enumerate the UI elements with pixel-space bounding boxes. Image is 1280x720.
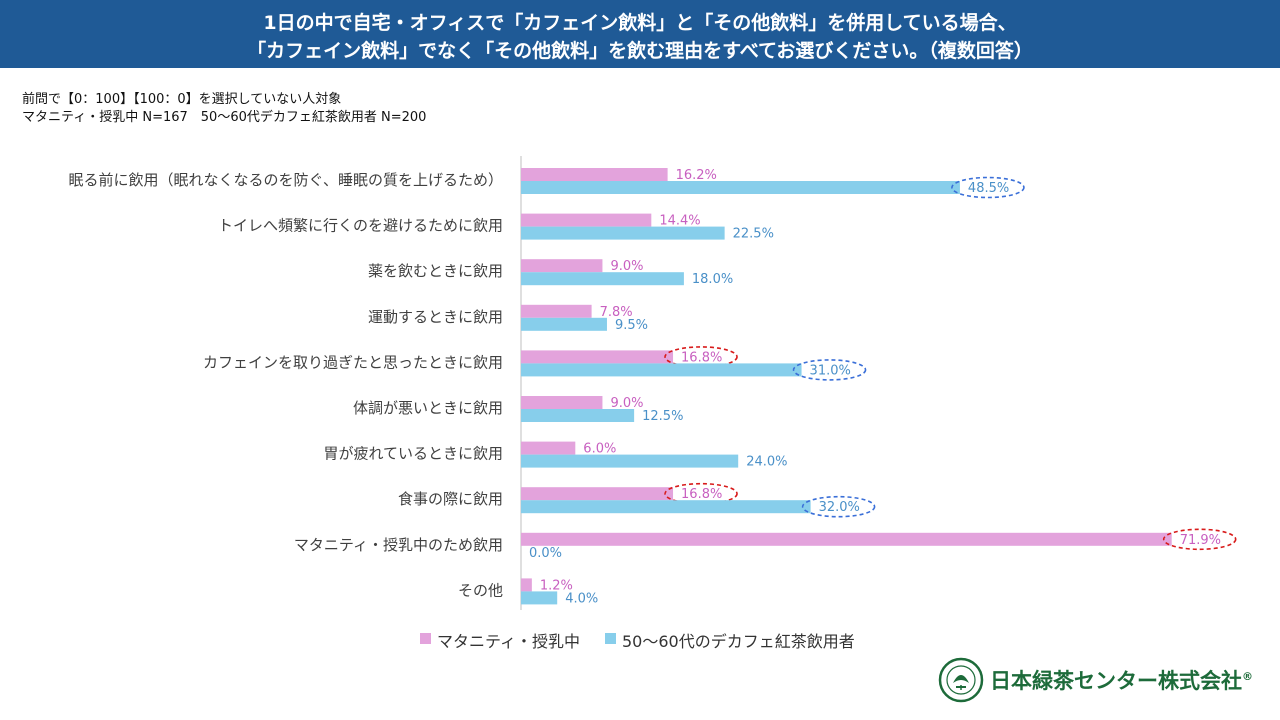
bar-decaf: [521, 409, 635, 422]
bar-decaf: [521, 591, 558, 605]
bar-maternity: [521, 578, 532, 592]
bar-decaf: [521, 317, 607, 331]
category-label: カフェインを取り過ぎたと思ったときに飲用: [203, 353, 503, 371]
company-name-text: 日本緑茶センター株式会社: [990, 669, 1242, 693]
title-line-1: 1日の中で自宅・オフィスで「カフェイン飲料」と「その他飲料」を併用している場合、: [263, 12, 1017, 34]
bar-maternity: [521, 396, 603, 409]
tea-emblem-icon: [938, 657, 984, 703]
category-label: その他: [458, 581, 503, 599]
data-label-maternity: 71.9%: [1180, 533, 1221, 548]
bar-decaf: [521, 181, 960, 194]
data-label-maternity: 9.0%: [610, 259, 643, 274]
highlight-ellipse-red: [1162, 528, 1237, 551]
bar-maternity: [521, 304, 592, 318]
sample-size-note: マタニティ・授乳中 N=167 50～60代デカフェ紅茶飲用者 N=200: [22, 110, 427, 125]
bar-decaf: [521, 500, 811, 514]
data-label-maternity: 7.8%: [600, 305, 633, 320]
legend-label-decaf: 50～60代のデカフェ紅茶飲用者: [622, 632, 855, 651]
bar-chart: 眠る前に飲用（眠れなくなるのを防ぐ、睡眠の質を上げるため） 16.2% 48.5% ト…: [68, 156, 1237, 610]
data-label-decaf: 48.5%: [968, 181, 1009, 196]
category-label: マタニティ・授乳中のため飲用: [294, 536, 503, 554]
data-label-decaf: 31.0%: [810, 363, 851, 378]
bar-maternity: [521, 259, 603, 273]
data-label-maternity: 16.8%: [681, 487, 722, 502]
data-label-decaf: 32.0%: [819, 500, 860, 515]
category-label: 薬を飲むときに飲用: [368, 262, 503, 280]
data-label-maternity: 16.8%: [681, 350, 722, 365]
category-label: トイレへ頻繁に行くのを避けるために飲用: [218, 217, 503, 235]
data-label-maternity: 1.2%: [540, 578, 573, 593]
data-label-decaf: 18.0%: [692, 272, 733, 287]
data-label-decaf: 22.5%: [733, 227, 774, 242]
category-label: 胃が疲れているときに飲用: [323, 445, 503, 463]
title-line-2: 「カフェイン飲料」でなく「その他飲料」を飲む理由をすべてお選びください。（複数回…: [247, 40, 1033, 62]
data-label-maternity: 14.4%: [659, 214, 700, 229]
data-label-maternity: 16.2%: [676, 168, 717, 183]
data-label-decaf: 12.5%: [642, 409, 683, 424]
category-label: 食事の際に飲用: [398, 490, 503, 508]
bar-maternity: [521, 350, 674, 364]
data-label-maternity: 9.0%: [610, 396, 643, 411]
legend-label-maternity: マタニティ・授乳中: [437, 632, 581, 651]
legend-swatch-maternity: [420, 633, 431, 644]
highlight-ellipse-red: [664, 346, 738, 368]
registered-mark: ®: [1242, 670, 1253, 683]
bar-maternity: [521, 487, 674, 501]
highlight-ellipse-blue: [801, 495, 876, 518]
highlight-ellipse-red: [664, 482, 738, 505]
bar-decaf: [521, 226, 725, 240]
data-label-decaf: 9.5%: [615, 318, 648, 333]
bar-decaf: [521, 454, 739, 468]
data-label-maternity: 6.0%: [583, 442, 616, 457]
bar-maternity: [521, 441, 576, 455]
highlight-ellipse-blue: [951, 176, 1025, 199]
category-label: 眠る前に飲用（眠れなくなるのを防ぐ、睡眠の質を上げるため）: [68, 171, 503, 189]
legend-swatch-decaf: [605, 633, 616, 644]
category-label: 運動するときに飲用: [368, 308, 503, 326]
data-label-decaf: 0.0%: [529, 546, 562, 561]
bar-maternity: [521, 532, 1172, 546]
bar-decaf: [521, 363, 802, 377]
title-banner: 1日の中で自宅・オフィスで「カフェイン飲料」と「その他飲料」を併用している場合、…: [0, 0, 1280, 68]
data-label-decaf: 4.0%: [565, 591, 598, 606]
highlight-ellipse-blue: [792, 359, 867, 381]
bar-maternity: [521, 213, 652, 227]
category-label: 体調が悪いときに飲用: [353, 399, 503, 417]
bar-decaf: [521, 272, 684, 286]
target-note: 前問で【0：100】【100：0】を選択していない人対象: [22, 92, 342, 107]
bar-maternity: [521, 168, 668, 181]
company-name: 日本緑茶センター株式会社®: [990, 665, 1253, 695]
company-logo: 日本緑茶センター株式会社®: [938, 655, 1268, 705]
data-label-decaf: 24.0%: [746, 455, 787, 470]
